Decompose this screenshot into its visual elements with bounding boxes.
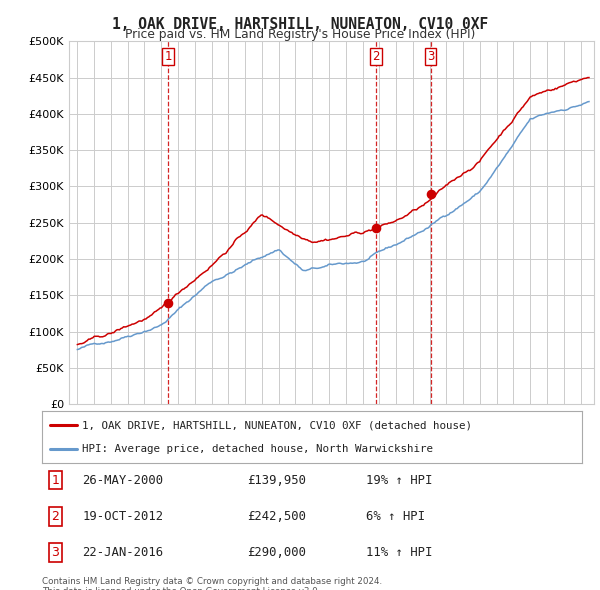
Text: 6% ↑ HPI: 6% ↑ HPI [366,510,425,523]
Text: 19-OCT-2012: 19-OCT-2012 [83,510,164,523]
Text: £139,950: £139,950 [247,474,306,487]
Text: 1, OAK DRIVE, HARTSHILL, NUNEATON, CV10 0XF (detached house): 1, OAK DRIVE, HARTSHILL, NUNEATON, CV10 … [83,420,473,430]
Text: 1: 1 [164,50,172,63]
Text: 2: 2 [372,50,380,63]
Text: 3: 3 [52,546,59,559]
Text: 11% ↑ HPI: 11% ↑ HPI [366,546,433,559]
Point [163,298,173,307]
Point [426,189,436,198]
Text: 3: 3 [427,50,434,63]
Text: £242,500: £242,500 [247,510,306,523]
Text: Price paid vs. HM Land Registry's House Price Index (HPI): Price paid vs. HM Land Registry's House … [125,28,475,41]
Text: 19% ↑ HPI: 19% ↑ HPI [366,474,433,487]
Text: 1: 1 [52,474,59,487]
Text: 26-MAY-2000: 26-MAY-2000 [83,474,164,487]
Point [371,224,381,233]
Text: £290,000: £290,000 [247,546,306,559]
Text: 22-JAN-2016: 22-JAN-2016 [83,546,164,559]
Text: HPI: Average price, detached house, North Warwickshire: HPI: Average price, detached house, Nort… [83,444,433,454]
Text: 2: 2 [52,510,59,523]
Text: 1, OAK DRIVE, HARTSHILL, NUNEATON, CV10 0XF: 1, OAK DRIVE, HARTSHILL, NUNEATON, CV10 … [112,17,488,31]
Text: Contains HM Land Registry data © Crown copyright and database right 2024.
This d: Contains HM Land Registry data © Crown c… [42,577,382,590]
